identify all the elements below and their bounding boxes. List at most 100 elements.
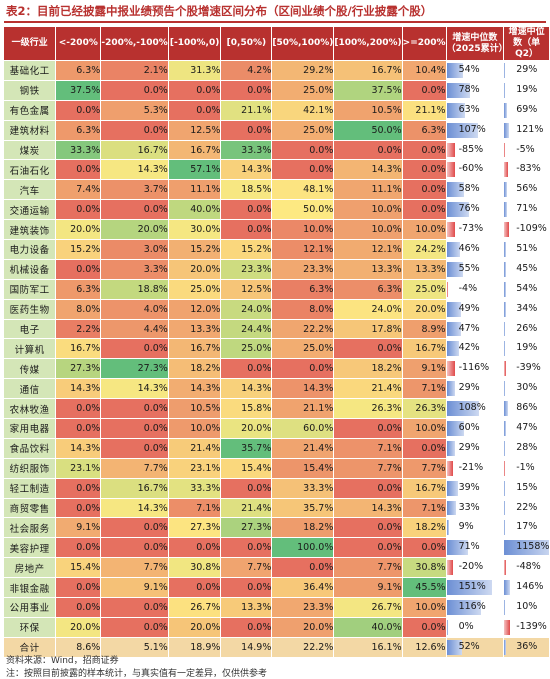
disclaimer-note: 注：按照目前披露的样本统计，与真实值有一定差异，仅供供参考 bbox=[6, 669, 268, 679]
table-header: 一级行业 <-200% -200%,-100% [-100%,0) [0,50%) [50… bbox=[4, 27, 550, 61]
table-row: 有色金属 0.0% 5.3% 0.0% 21.1% 42.1% 10.5% 21.1% 63% 6… bbox=[4, 100, 550, 121]
median-2025-cell-bar bbox=[447, 321, 461, 337]
median-q2-cell-value: -1% bbox=[516, 461, 535, 473]
median-2025-cell: 60% bbox=[445, 418, 505, 439]
share-cell: 10.0% bbox=[402, 597, 447, 618]
median-2025-cell-bar bbox=[447, 560, 453, 576]
header-cell: [-100%,0) bbox=[168, 27, 222, 61]
share-cell: 18.9% bbox=[168, 637, 222, 658]
median-q2-cell: 71% bbox=[503, 199, 550, 221]
table-row: 农林牧渔 0.0% 0.0% 10.5% 15.8% 21.1% 26.3% 26.3% 108… bbox=[4, 398, 550, 420]
share-cell: 6.3% bbox=[55, 120, 102, 141]
share-cell: 0.0% bbox=[100, 199, 169, 221]
share-cell: 33.3% bbox=[220, 140, 273, 161]
industry-name: 计算机 bbox=[4, 338, 57, 360]
share-cell: 0.0% bbox=[333, 418, 403, 439]
share-cell: 5.3% bbox=[100, 100, 169, 121]
share-cell: 7.7% bbox=[100, 557, 169, 579]
share-cell: 12.6% bbox=[402, 637, 447, 658]
share-cell: 12.1% bbox=[333, 239, 403, 260]
share-cell: 16.7% bbox=[333, 60, 403, 81]
share-cell: 0.0% bbox=[220, 537, 273, 559]
median-q2-cell-bar bbox=[504, 381, 506, 397]
share-cell: 25.0% bbox=[402, 279, 447, 300]
median-q2-cell-value: -5% bbox=[516, 143, 535, 155]
median-2025-cell-bar bbox=[447, 619, 448, 635]
table-row: 建筑装饰 20.0% 20.0% 30.0% 0.0% 10.0% 10.0% 10.0% -7… bbox=[4, 219, 550, 241]
median-2025-cell-value: 0% bbox=[458, 620, 474, 632]
median-2025-cell: 107% bbox=[445, 120, 505, 141]
table-row: 计算机 16.7% 0.0% 16.7% 25.0% 25.0% 0.0% 16.7% 42% 1… bbox=[4, 338, 550, 360]
share-cell: 30.8% bbox=[402, 557, 447, 579]
median-2025-cell-bar bbox=[447, 82, 470, 98]
share-cell: 9.1% bbox=[333, 577, 403, 599]
median-2025-cell-bar bbox=[447, 261, 463, 277]
share-cell: 20.0% bbox=[168, 259, 222, 280]
median-2025-cell-value: 47% bbox=[458, 322, 480, 334]
median-q2-cell-value: 69% bbox=[516, 103, 538, 115]
median-2025-cell-bar bbox=[447, 540, 468, 556]
median-q2-cell-bar bbox=[504, 421, 507, 436]
share-cell: 2.2% bbox=[55, 319, 102, 340]
share-cell: 18.2% bbox=[402, 517, 447, 539]
table-row: 基础化工 6.3% 2.1% 31.3% 4.2% 29.2% 16.7% 10.4% 54% 2… bbox=[4, 60, 550, 81]
share-cell: 23.3% bbox=[271, 259, 335, 280]
median-q2-cell-bar bbox=[504, 63, 506, 78]
share-cell: 7.7% bbox=[402, 458, 447, 479]
industry-name: 非银金融 bbox=[4, 577, 57, 599]
median-2025-cell: 116% bbox=[445, 597, 505, 618]
industry-name: 电子 bbox=[4, 319, 57, 340]
share-cell: 3.3% bbox=[100, 259, 169, 280]
share-cell: 20.0% bbox=[271, 617, 335, 638]
median-2025-cell-value: 71% bbox=[458, 541, 480, 553]
median-2025-cell-bar bbox=[447, 480, 459, 496]
share-cell: 7.7% bbox=[333, 458, 403, 479]
median-2025-cell-bar bbox=[447, 142, 455, 158]
share-cell: 35.7% bbox=[271, 498, 335, 519]
share-cell: 16.7% bbox=[100, 478, 169, 499]
share-cell: 26.7% bbox=[333, 597, 403, 618]
median-q2-cell-bar bbox=[504, 500, 506, 516]
median-q2-cell-bar bbox=[504, 281, 507, 297]
share-cell: 15.2% bbox=[220, 239, 273, 260]
share-cell: 9.1% bbox=[402, 358, 447, 380]
share-cell: 0.0% bbox=[55, 498, 102, 519]
share-cell: 10.0% bbox=[402, 418, 447, 439]
share-cell: 16.7% bbox=[100, 140, 169, 161]
share-cell: 26.3% bbox=[333, 398, 403, 420]
table-row: 公用事业 0.0% 0.0% 26.7% 13.3% 23.3% 26.7% 10.0% 116… bbox=[4, 597, 550, 618]
share-cell: 7.1% bbox=[402, 498, 447, 519]
share-cell: 27.3% bbox=[168, 517, 222, 539]
median-2025-cell-value: -4% bbox=[458, 282, 478, 294]
share-cell: 0.0% bbox=[168, 100, 222, 121]
industry-name: 公用事业 bbox=[4, 597, 57, 618]
median-q2-cell-value: -48% bbox=[516, 561, 541, 573]
median-q2-cell: 19% bbox=[503, 338, 550, 360]
median-2025-cell-bar bbox=[447, 162, 455, 178]
share-cell: 15.8% bbox=[220, 398, 273, 420]
median-2025-cell-bar bbox=[447, 520, 450, 536]
median-2025-cell-value: 52% bbox=[458, 640, 480, 652]
industry-name: 环保 bbox=[4, 617, 57, 638]
median-2025-cell-value: 46% bbox=[458, 243, 480, 255]
industry-name: 纺织服饰 bbox=[4, 458, 57, 479]
table-row: 石油石化 0.0% 14.3% 57.1% 14.3% 0.0% 14.3% 0.0% -60%… bbox=[4, 159, 550, 181]
median-2025-cell: -73% bbox=[445, 219, 505, 241]
median-q2-cell: 1158% bbox=[503, 537, 550, 559]
share-cell: 40.0% bbox=[168, 199, 222, 221]
median-q2-cell-bar bbox=[504, 560, 507, 576]
share-cell: 21.4% bbox=[168, 438, 222, 459]
industry-name: 医药生物 bbox=[4, 299, 57, 320]
share-cell: 22.2% bbox=[271, 637, 335, 658]
median-2025-cell-value: 49% bbox=[458, 302, 480, 314]
median-2025-cell-bar bbox=[447, 361, 455, 377]
table-row: 钢铁 37.5% 0.0% 0.0% 0.0% 25.0% 37.5% 0.0% 78% 19% bbox=[4, 80, 550, 101]
share-cell: 0.0% bbox=[220, 219, 273, 241]
header-cell: >=200% bbox=[402, 27, 447, 61]
median-q2-cell: 45% bbox=[503, 259, 550, 280]
median-q2-cell: -5% bbox=[503, 140, 550, 161]
share-cell: 0.0% bbox=[333, 140, 403, 161]
share-cell: 42.1% bbox=[271, 100, 335, 121]
median-q2-cell: 26% bbox=[503, 319, 550, 340]
share-cell: 6.3% bbox=[402, 120, 447, 141]
